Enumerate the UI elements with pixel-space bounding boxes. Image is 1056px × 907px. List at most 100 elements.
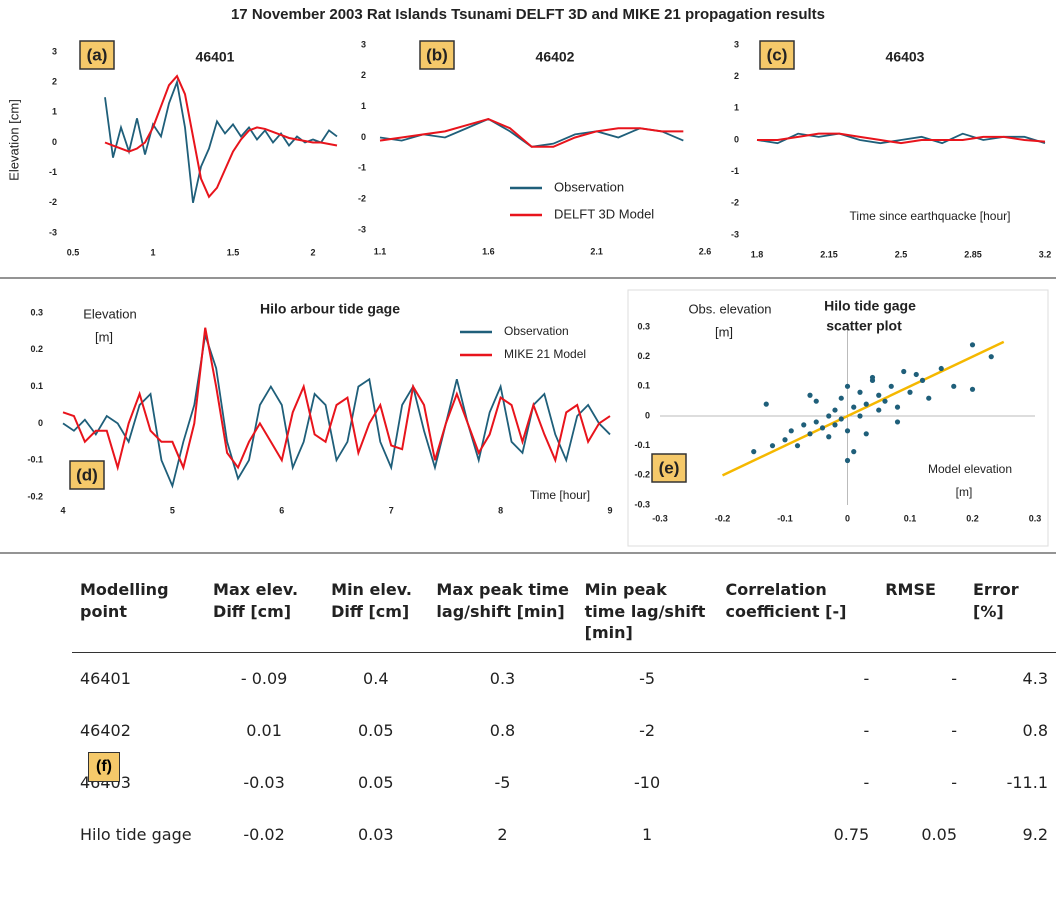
y-tick-label: 2 — [52, 77, 57, 87]
scatter-point — [926, 395, 932, 401]
scatter-point — [919, 377, 926, 383]
table-cell: - 0.09 — [240, 669, 288, 689]
scatter-point — [857, 413, 863, 419]
x-tick-label: 0.3 — [1029, 513, 1042, 523]
table-cell: 46401 — [80, 669, 131, 689]
panel-label: (e) — [659, 458, 680, 477]
table-cell: - — [863, 773, 870, 793]
series-line — [104, 74, 338, 199]
table-row: 46403 -0.03 0.05 -5 -10- - -11.1 — [72, 757, 1056, 809]
scatter-point — [938, 365, 944, 372]
figure: 17 November 2003 Rat Islands Tsunami DEL… — [0, 6, 1056, 554]
y-tick-label: 2 — [734, 71, 739, 81]
y-tick-label: 3 — [361, 39, 366, 49]
scatter-point — [969, 386, 976, 392]
scatter-point — [913, 371, 919, 378]
table-cell: - — [951, 669, 957, 689]
column-header: RMSE — [885, 580, 936, 599]
scatter-point — [751, 449, 757, 455]
scatter-point — [794, 443, 801, 449]
table-cell: 0.75 — [833, 825, 870, 845]
series-line — [379, 117, 684, 148]
table-row: Hilo tide gage -0.02 0.03 2 1 0.75 0.05 9.2 — [72, 809, 1056, 861]
x-tick-label: 1.6 — [482, 246, 495, 256]
figure-title: 17 November 2003 Rat Islands Tsunami DEL… — [231, 6, 825, 23]
x-axis-label: Time [hour] — [530, 488, 590, 502]
panel-label: (b) — [426, 45, 448, 64]
table-row: 46402 0.01 0.05 0.8 -2 - - 0.8 — [72, 705, 1056, 757]
y-tick-label: -3 — [731, 229, 739, 239]
y-tick-label: -0.1 — [27, 455, 43, 465]
scatter-point — [807, 431, 813, 437]
scatter-point — [882, 398, 888, 404]
panel-label: (d) — [76, 465, 98, 484]
x-tick-label: 1.5 — [227, 247, 240, 257]
y-tick-label: 0 — [734, 134, 739, 144]
scatter-point — [857, 389, 863, 395]
y-tick-label: 2 — [361, 70, 366, 80]
table-cell: 2 — [497, 825, 508, 845]
scatter-point — [863, 431, 869, 437]
x-tick-label: 0.2 — [966, 513, 979, 523]
x-tick-label: 2.1 — [590, 246, 603, 256]
scatter-point — [788, 428, 794, 434]
x-tick-label: 0.5 — [67, 247, 80, 257]
chart-title: scatter plot — [826, 318, 902, 334]
scatter-point — [876, 407, 882, 413]
panel-label: (f) — [88, 752, 120, 782]
scatter-point — [894, 419, 901, 425]
table-cell: 0.03 — [357, 825, 394, 845]
table-cell: Hilo tide gage — [80, 825, 192, 845]
x-tick-label: 6 — [279, 505, 284, 515]
x-tick-label: -0.3 — [652, 513, 668, 523]
chart-title: Hilo arbour tide gage — [260, 301, 400, 317]
table-cell: 0.8 — [489, 721, 516, 741]
chart-title: 46403 — [886, 49, 925, 65]
legend-label: DELFT 3D Model — [554, 206, 654, 221]
table-cell: 4.3 — [1022, 669, 1048, 689]
y-axis-label: Obs. elevation — [688, 301, 771, 316]
scatter-point — [832, 422, 838, 428]
panel-label: (c) — [767, 45, 788, 64]
x-tick-label: 2.5 — [895, 249, 908, 259]
scatter-point — [851, 449, 857, 455]
table-cell: 0.05 — [921, 825, 957, 845]
panel-label-box — [419, 40, 455, 70]
series-line — [379, 117, 684, 148]
fit-line — [721, 340, 1005, 477]
y-tick-label: -3 — [358, 224, 366, 234]
legend-label: Observation — [504, 324, 569, 338]
x-tick-label: 1.8 — [751, 249, 764, 259]
y-axis-label: [m] — [95, 329, 113, 344]
x-tick-label: -0.1 — [777, 513, 793, 523]
y-tick-label: -0.3 — [634, 499, 650, 509]
y-axis-label: Elevation — [83, 306, 136, 321]
x-tick-label: 2.85 — [964, 249, 982, 259]
scatter-point — [988, 354, 994, 360]
scatter-point — [844, 383, 851, 389]
series-line — [756, 132, 1046, 145]
table-cell: - — [951, 773, 957, 793]
table-cell: 46402 — [80, 721, 131, 741]
table-cell: -11.1 — [1006, 773, 1048, 793]
scatter-point — [769, 443, 776, 449]
y-axis-label: Elevation [cm] — [6, 99, 21, 181]
table-cell: 0.3 — [489, 669, 516, 689]
x-tick-label: 5 — [170, 505, 175, 515]
scatter-point — [801, 422, 807, 428]
scatter-point — [826, 413, 832, 419]
table-cell: -2 — [639, 721, 656, 741]
scatter-point — [907, 389, 913, 395]
y-tick-label: 1 — [361, 101, 366, 111]
series-line — [757, 132, 1046, 145]
y-tick-label: -0.2 — [27, 491, 43, 501]
panel-label-box — [651, 453, 687, 483]
scatter-point — [819, 425, 826, 431]
column-header: Max elev. Diff [cm] — [213, 580, 299, 621]
table-cell: -0.02 — [243, 825, 285, 845]
column-header: Error [%] — [973, 580, 1019, 621]
y-tick-label: 0 — [645, 410, 650, 420]
series-line — [62, 334, 611, 489]
x-tick-label: 3.2 — [1039, 249, 1052, 259]
